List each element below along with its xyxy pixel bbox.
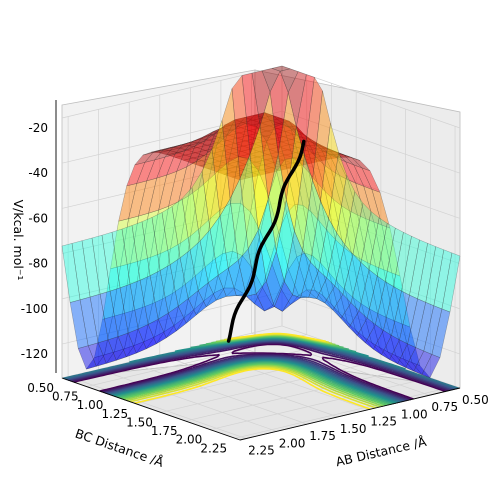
- z-tick-label: -40: [28, 166, 48, 180]
- y-tick-label: 2.25: [200, 441, 227, 455]
- trajectory-path: [226, 139, 306, 343]
- x-tick-label: 1.00: [401, 407, 428, 421]
- y-tick-label: 1.25: [101, 407, 128, 421]
- axes-lines: [55, 100, 461, 441]
- axes-panes: [61, 69, 461, 441]
- z-tick-labels: -20 -40 -60 -80 -100 -120: [21, 121, 48, 361]
- y-tick-labels: 0.500.751.001.251.501.752.002.25: [27, 381, 227, 455]
- y-gridline: [86, 74, 308, 387]
- y-gridline: [185, 109, 406, 422]
- contour-level: [73, 343, 446, 400]
- z-tick-label: -20: [28, 121, 48, 135]
- y-tick-label: 1.75: [151, 424, 178, 438]
- x-axis-line: [239, 387, 461, 441]
- x-tick-label: 2.00: [279, 436, 306, 450]
- y-axis-line: [61, 377, 241, 441]
- z-axis-label: V/kcal. mol⁻¹: [11, 200, 26, 281]
- trajectory-line: [226, 139, 306, 343]
- z-tick-label: -60: [28, 211, 48, 225]
- y-tick-label: 1.00: [77, 398, 104, 412]
- x-tick-label: 1.75: [309, 429, 336, 443]
- x-tick-label: 1.25: [370, 415, 397, 429]
- x-tick-label: 0.75: [431, 400, 458, 414]
- contour-level: [66, 340, 455, 402]
- x-tick-label: 2.25: [248, 444, 275, 458]
- y-tick-label: 2.00: [176, 433, 203, 447]
- x-tick-labels: 0.50 0.751.00 1.251.50 1.752.00 2.25: [248, 393, 489, 458]
- z-tick-label: -80: [28, 257, 48, 271]
- contour-level: [134, 332, 371, 410]
- surface-patch: [271, 65, 291, 72]
- contour-level: [68, 340, 453, 402]
- z-tick-label: -100: [21, 302, 48, 316]
- contour-level: [69, 341, 451, 401]
- y-gridline: [210, 117, 431, 431]
- contour-level: [62, 338, 459, 403]
- x-tick-label: 1.50: [340, 422, 367, 436]
- x-axis-label: AB Distance /Å: [334, 434, 428, 470]
- x-tick-label: 0.50: [462, 393, 489, 407]
- y-tick-label: 1.50: [126, 415, 153, 429]
- y-tick-label: 0.75: [52, 390, 79, 404]
- z-tick-label: -120: [21, 347, 48, 361]
- contour-level: [71, 342, 449, 401]
- y-tick-label: 0.50: [27, 381, 54, 395]
- potential-surface: [61, 65, 461, 378]
- contour-lines: [62, 332, 459, 410]
- y-gridline: [136, 91, 357, 405]
